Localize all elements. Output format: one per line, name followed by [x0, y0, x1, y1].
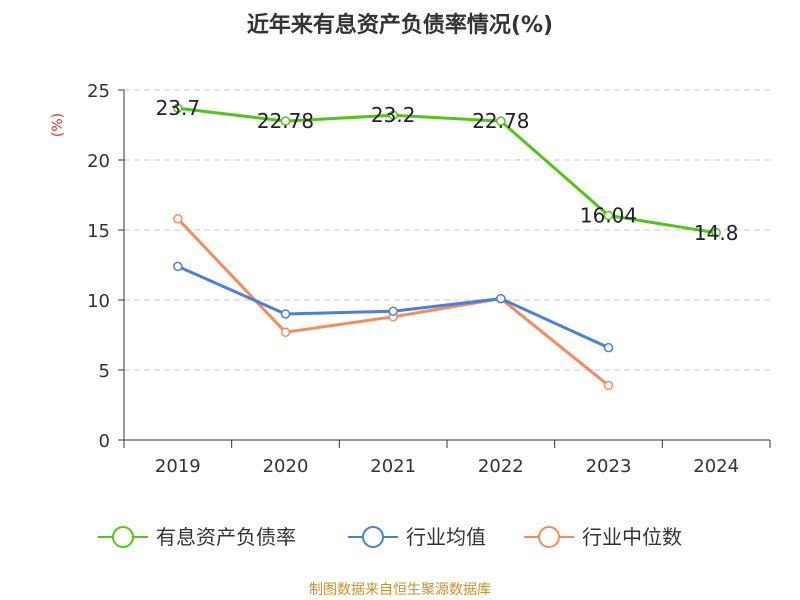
x-tick-label-2024: 2024 — [693, 456, 739, 477]
data-label-2019: 23.7 — [156, 96, 201, 120]
y-tick-label-5: 5 — [99, 361, 110, 382]
data-point-s1-2023 — [603, 342, 614, 353]
y-tick-label-20: 20 — [87, 151, 110, 172]
data-point-s1-2020 — [280, 309, 291, 319]
data-point-s1-2022 — [496, 293, 506, 304]
legend: 有息资产负债率 行业均值 行业中位数 — [98, 525, 682, 549]
grid-layer — [124, 89, 770, 371]
x-tick-label-2020: 2020 — [263, 456, 309, 477]
series-layer — [173, 103, 721, 391]
data-point-s0-2022 — [496, 116, 506, 126]
series-line-2 — [176, 217, 610, 387]
legend-marker-2 — [538, 526, 560, 548]
source-note: 制图数据来自恒生聚源数据库 — [309, 582, 491, 598]
legend-label-2: 行业中位数 — [582, 525, 682, 549]
y-tick-label-25: 25 — [87, 81, 110, 102]
data-point-s2-2020 — [280, 327, 291, 337]
x-tick-label-2023: 2023 — [586, 456, 632, 477]
chart-title: 近年来有息资产负债率情况(%) — [247, 12, 553, 38]
legend-label-1: 行业均值 — [406, 525, 486, 549]
data-label-2023: 16.04 — [580, 203, 637, 227]
data-point-s1-2021 — [388, 306, 398, 316]
x-tick-label-2022: 2022 — [478, 456, 524, 477]
axis-layer: 0 5 10 15 20 25 2019 2020 2021 2022 2023 2024 — [87, 81, 771, 477]
data-point-s0-2019 — [173, 103, 183, 113]
data-point-s1-2019 — [173, 261, 183, 272]
legend-marker-0 — [112, 526, 134, 548]
legend-marker-1 — [362, 526, 384, 548]
data-label-layer: 23.7 22.78 23.2 22.78 16.04 14.8 — [156, 96, 739, 245]
data-point-s0-2021 — [388, 110, 398, 120]
data-label-2020: 22.78 — [257, 109, 314, 133]
x-tick-label-2019: 2019 — [155, 456, 201, 477]
data-label-2024: 14.8 — [694, 221, 739, 245]
data-label-2021: 23.2 — [371, 103, 416, 127]
data-point-s0-2020 — [280, 116, 291, 126]
x-tick-label-2021: 2021 — [370, 456, 416, 477]
data-label-2022: 22.78 — [472, 109, 529, 133]
data-point-s2-2019 — [173, 214, 183, 224]
data-point-s2-2023 — [603, 380, 614, 391]
y-tick-label-0: 0 — [99, 431, 110, 452]
data-point-s0-2023 — [603, 210, 614, 221]
y-tick-label-10: 10 — [87, 291, 110, 312]
series-line-0 — [177, 106, 717, 235]
legend-label-0: 有息资产负债率 — [156, 525, 296, 549]
data-point-s0-2024 — [711, 228, 721, 238]
y-tick-label-15: 15 — [87, 221, 110, 242]
y-axis-unit-label: (%) — [50, 113, 66, 137]
